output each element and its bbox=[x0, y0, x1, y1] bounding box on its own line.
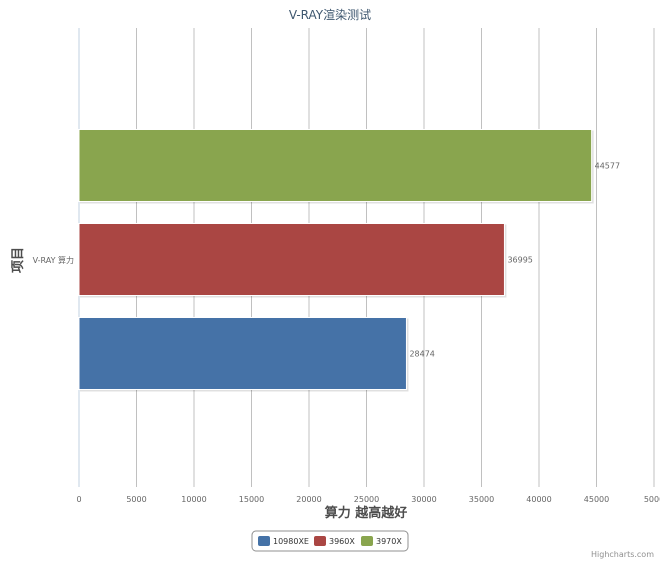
credits-link[interactable]: Highcharts.com bbox=[591, 550, 654, 559]
y-axis-title: 项目 bbox=[11, 247, 26, 273]
legend-swatch-10980xe bbox=[258, 536, 270, 546]
x-tick-label: 45000 bbox=[584, 495, 609, 504]
x-tick-label: 20000 bbox=[296, 495, 321, 504]
legend-swatch-3960x bbox=[314, 536, 326, 546]
x-tick-label: 35000 bbox=[469, 495, 494, 504]
category-label: V-RAY 算力 bbox=[33, 255, 74, 265]
x-tick-label: 40000 bbox=[526, 495, 551, 504]
bar-10980xe[interactable] bbox=[78, 317, 407, 390]
legend-swatch-3970x bbox=[361, 536, 373, 546]
legend-item-3960x[interactable]: 3960X bbox=[314, 536, 355, 546]
legend-label-10980xe: 10980XE bbox=[273, 537, 309, 546]
x-tick-label: 30000 bbox=[411, 495, 436, 504]
x-tick-label: 0 bbox=[76, 495, 81, 504]
x-axis-title: 算力 越高越好 bbox=[325, 505, 408, 521]
x-tick-label: 15000 bbox=[239, 495, 264, 504]
legend-label-3970x: 3970X bbox=[376, 537, 402, 546]
x-tick-labels: 0 5000 10000 15000 20000 25000 30000 35000 40000… bbox=[76, 495, 660, 504]
legend: 10980XE 3960X 3970X bbox=[251, 530, 409, 552]
data-label-3960x: 36995 bbox=[507, 256, 532, 265]
x-tick-label: 25000 bbox=[354, 495, 379, 504]
data-label-3970x: 44577 bbox=[595, 162, 620, 171]
legend-item-10980xe[interactable]: 10980XE bbox=[258, 536, 309, 546]
chart-title: V-RAY渲染测试 bbox=[289, 7, 371, 22]
x-tick-label: 5000 bbox=[644, 495, 660, 504]
bars bbox=[78, 129, 594, 392]
x-tick-label: 10000 bbox=[181, 495, 206, 504]
legend-item-3970x[interactable]: 3970X bbox=[361, 536, 402, 546]
data-labels: 28474 36995 44577 bbox=[409, 162, 620, 359]
legend-label-3960x: 3960X bbox=[329, 537, 355, 546]
bar-3970x[interactable] bbox=[78, 129, 593, 202]
data-label-10980xe: 28474 bbox=[409, 350, 434, 359]
x-tick-label: 5000 bbox=[126, 495, 146, 504]
bar-3960x[interactable] bbox=[78, 223, 505, 296]
